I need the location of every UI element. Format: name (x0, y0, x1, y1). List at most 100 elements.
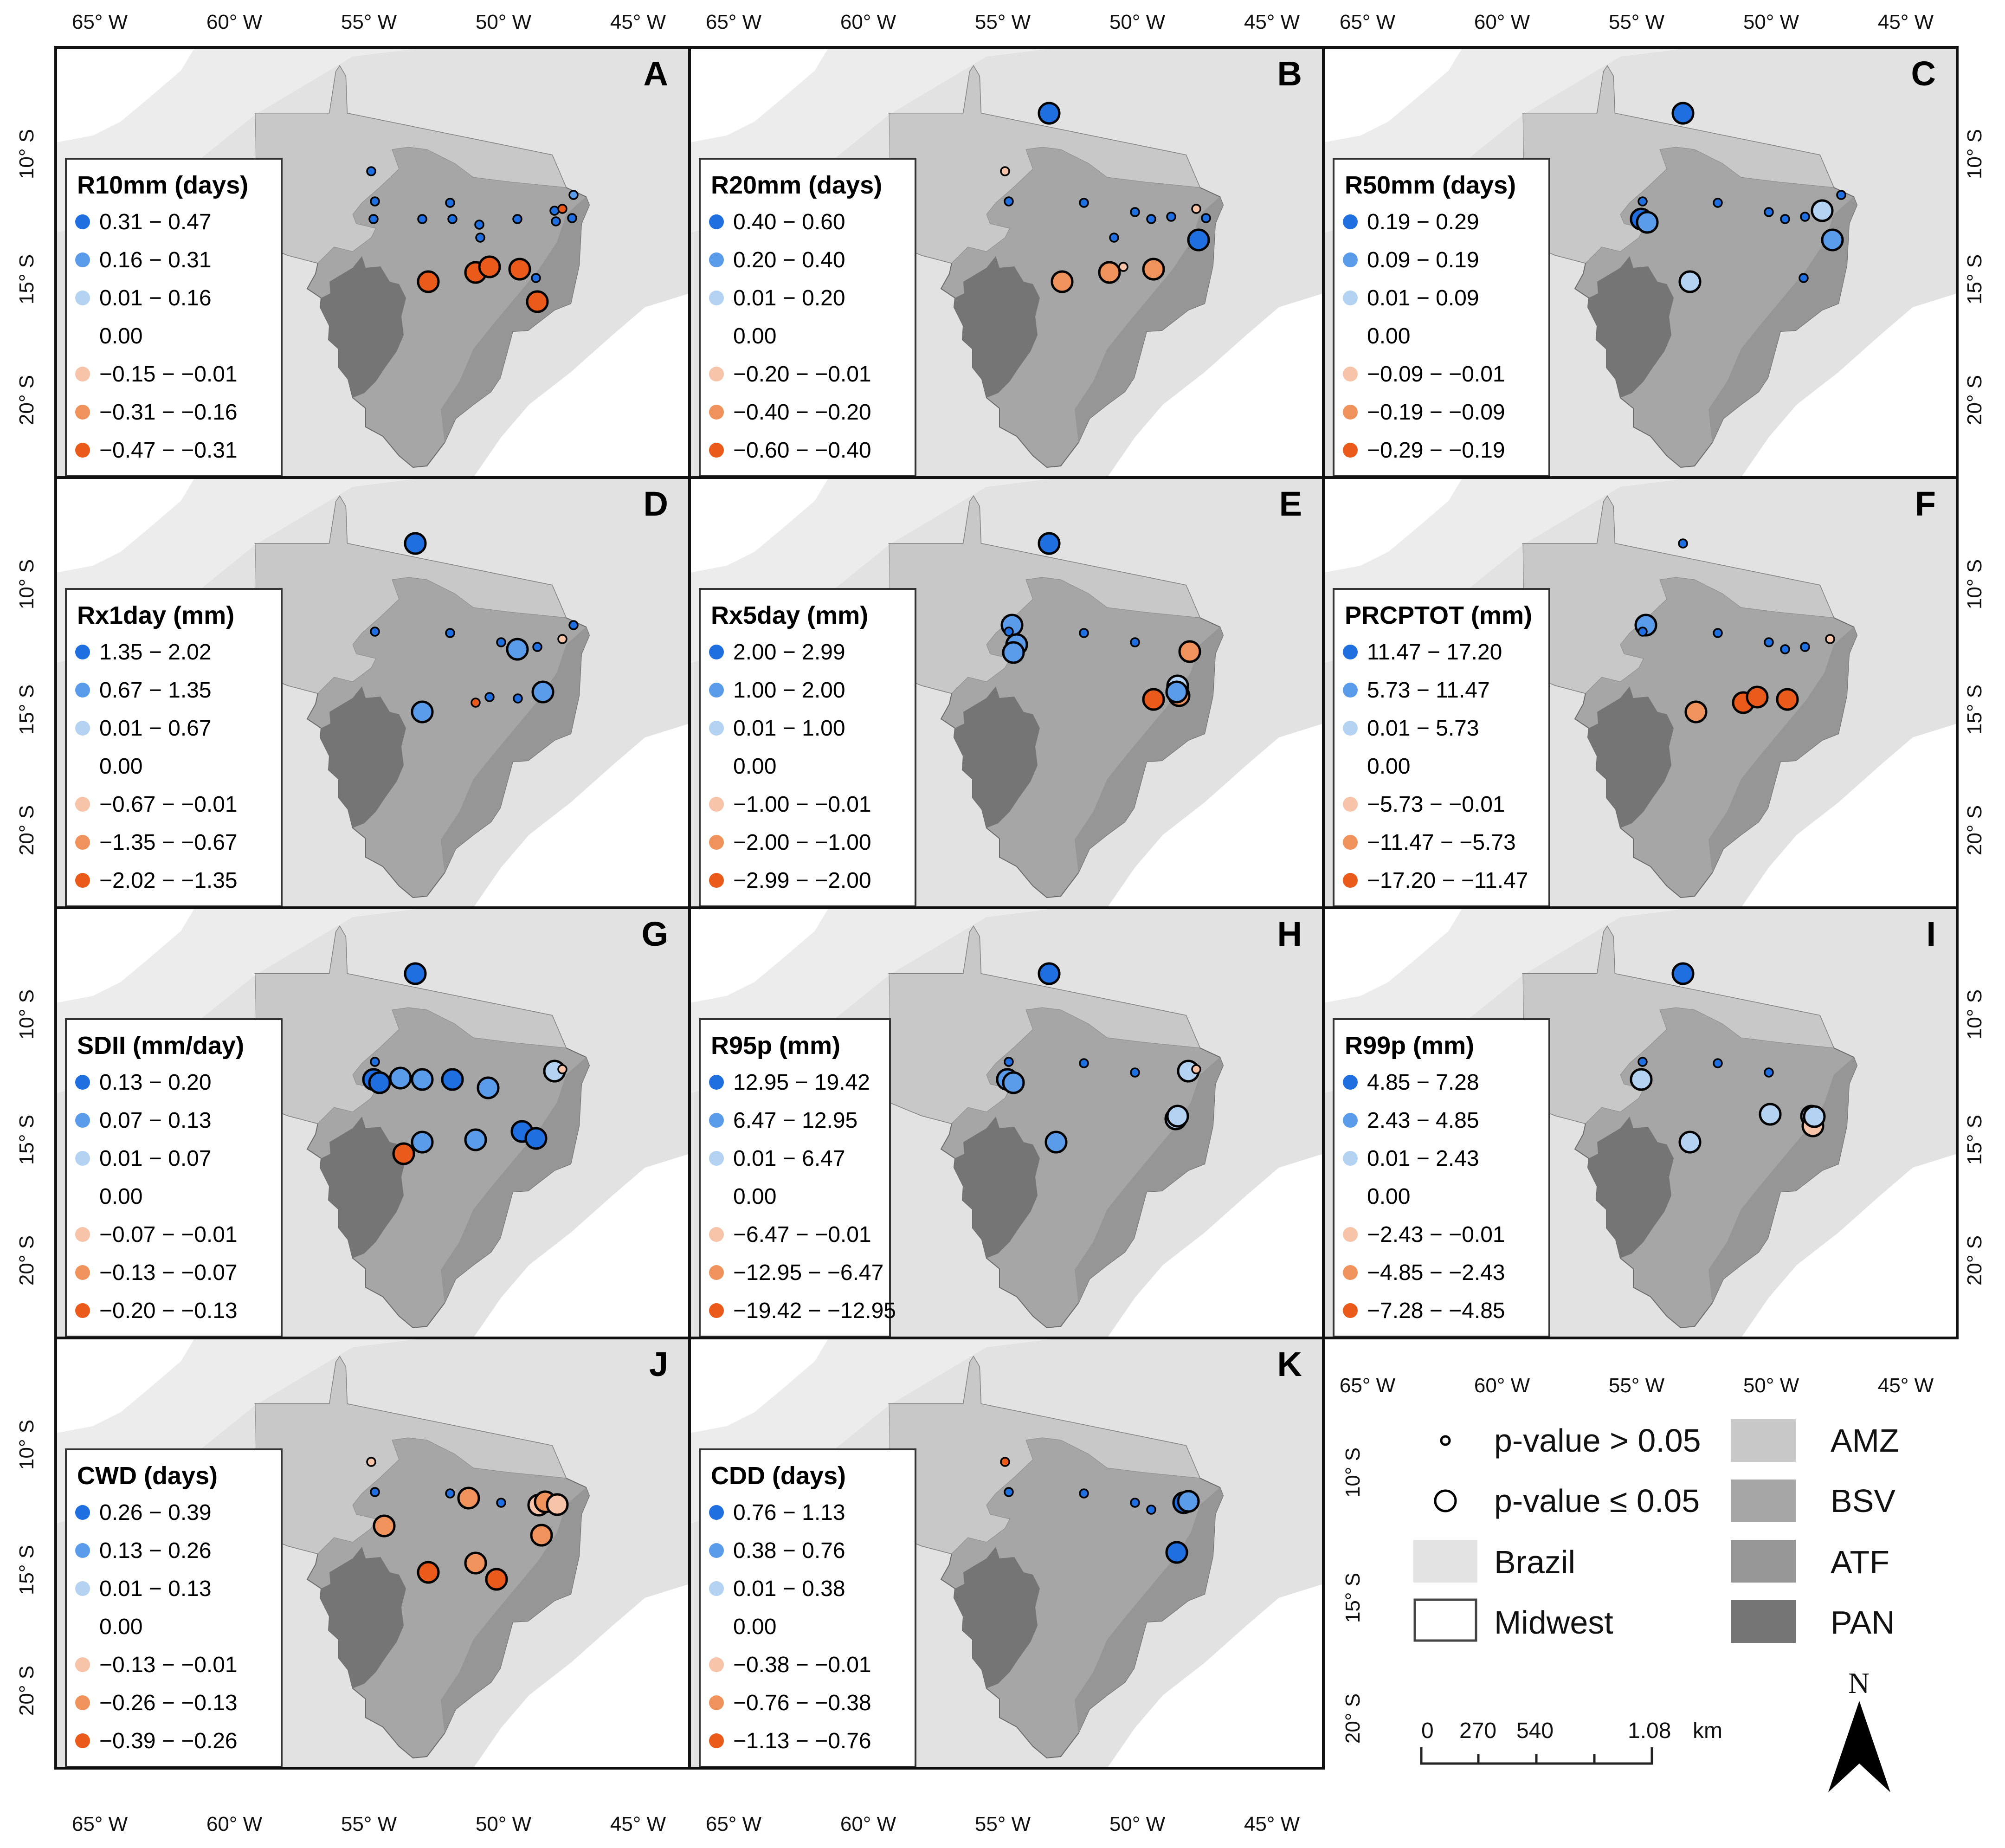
legend-item: −6.47 − −0.01 (733, 1222, 871, 1247)
station-marker (478, 255, 501, 278)
station-marker (1177, 1490, 1200, 1513)
station-marker (567, 213, 577, 223)
station-marker (1638, 627, 1648, 637)
amz-region (255, 1356, 567, 1554)
scale-tick-270: 270 (1459, 1719, 1496, 1743)
legend-item: 1.00 − 2.00 (733, 678, 845, 703)
lat-tick-label: 15° S (15, 1545, 38, 1595)
legend-swatch (75, 1227, 90, 1242)
legend-swatch (1343, 1113, 1358, 1128)
panel-letter-e: E (1279, 485, 1302, 523)
station-marker (1678, 1131, 1702, 1154)
legend-item: 2.00 − 2.99 (733, 640, 845, 665)
lon-tick-label: 50° W (1743, 1374, 1799, 1397)
lat-tick-label: 20° S (1963, 375, 1986, 425)
station-marker (1130, 637, 1140, 647)
legend-item: 6.47 − 12.95 (733, 1108, 857, 1133)
legend-item: 11.47 − 17.20 (1367, 640, 1502, 665)
legend-item: 0.67 − 1.35 (99, 678, 212, 703)
station-marker (464, 1128, 487, 1151)
lon-tick-label: 65° W (72, 1813, 128, 1835)
pan-region (1588, 1117, 1674, 1258)
class-legend-e: Rx5day (mm) 2.00 − 2.99 1.00 − 2.00 0.01 − … (699, 588, 916, 907)
legend-box (65, 588, 283, 907)
lon-tick-label: 65° W (1340, 11, 1396, 33)
legend-item: 0.31 − 0.47 (99, 210, 212, 234)
scale-tick-1.08: 1.08 (1628, 1719, 1671, 1743)
legend-swatch (709, 214, 724, 229)
legend-swatch (75, 1695, 90, 1710)
station-marker (1142, 258, 1165, 281)
ocean-area (1107, 1584, 1323, 1768)
ocean-area-north (690, 1338, 829, 1433)
station-marker (1000, 166, 1010, 176)
station-marker (1800, 642, 1810, 652)
station-marker (1780, 214, 1790, 224)
station-marker (474, 220, 484, 230)
legend-item: 0.00 (1367, 1184, 1410, 1209)
lon-tick-label: 45° W (1878, 1374, 1934, 1397)
legend-swatch (709, 405, 724, 420)
lon-tick-label: 45° W (610, 11, 666, 33)
station-marker (1098, 261, 1121, 284)
station-marker (557, 204, 567, 214)
lat-tick-label: 20° S (1963, 805, 1986, 855)
station-marker (1638, 1057, 1648, 1067)
ocean-area-north (690, 478, 829, 573)
legend-swatch (1343, 645, 1358, 659)
legend-item: −0.15 − −0.01 (99, 362, 238, 387)
station-marker (392, 1142, 415, 1165)
lat-tick-label: 10° S (1963, 559, 1986, 609)
station-marker (404, 962, 427, 985)
map-panel-b: B R20mm (days) 0.40 − 0.60 0.20 − 0.40 0.01 … (688, 46, 1325, 479)
lat-tick-label: 20° S (15, 1235, 38, 1286)
legend-swatch (75, 873, 90, 888)
legend-swatch (709, 835, 724, 850)
station-marker (1811, 199, 1834, 222)
legend-midwest: Midwest (1494, 1604, 1613, 1641)
legend-item: 4.85 − 7.28 (1367, 1070, 1479, 1095)
legend-swatch (75, 1657, 90, 1672)
station-marker (1038, 102, 1061, 125)
legend-swatch (1343, 721, 1358, 736)
ocean-area-north (56, 908, 195, 1003)
legend-item: 0.00 (99, 1615, 142, 1639)
legend-item: 0.01 − 0.20 (733, 286, 845, 310)
legend-swatch (1343, 367, 1358, 381)
class-legend-i: R99p (mm) 4.85 − 7.28 2.43 − 4.85 0.01 − 2.… (1333, 1018, 1550, 1338)
amz-region (889, 1356, 1200, 1554)
map-panel-e: E Rx5day (mm) 2.00 − 2.99 1.00 − 2.00 0.01 −… (688, 476, 1325, 909)
station-marker (1079, 628, 1089, 638)
legend-swatch (1343, 1265, 1358, 1280)
legend-item: 0.01 − 6.47 (733, 1146, 845, 1171)
panel-letter-a: A (644, 54, 668, 93)
station-marker (524, 1127, 548, 1150)
legend-item: −0.26 − −0.13 (99, 1691, 238, 1715)
ocean-area-north (1323, 478, 1463, 573)
legend-swatch (75, 1265, 90, 1280)
legend-item: −11.47 − −5.73 (1367, 830, 1516, 855)
legend-swatch (1343, 443, 1358, 458)
legend-item: 0.38 − 0.76 (733, 1538, 845, 1563)
legend-item: −7.28 − −4.85 (1367, 1299, 1505, 1323)
station-marker (1130, 1498, 1140, 1508)
lon-tick-label: 50° W (476, 11, 532, 33)
station-marker (549, 206, 560, 216)
station-marker (417, 214, 427, 224)
lat-tick-label: 10° S (15, 989, 38, 1040)
legend-title: SDII (mm/day) (77, 1032, 244, 1060)
legend-item: 0.13 − 0.26 (99, 1538, 212, 1563)
station-marker (1002, 641, 1025, 664)
station-marker (411, 1068, 434, 1091)
station-marker (1799, 273, 1809, 283)
station-marker (1636, 211, 1659, 234)
legend-swatch (75, 1113, 90, 1128)
legend-swatch (709, 1265, 724, 1280)
legend-bsv: BSV (1831, 1483, 1895, 1519)
panel-letter-d: D (644, 485, 668, 523)
legend-swatch (709, 1657, 724, 1672)
legend-item: 0.01 − 5.73 (1367, 716, 1479, 741)
map-panel-d: D Rx1day (mm) 1.35 − 2.02 0.67 − 1.35 0.01 −… (54, 476, 691, 909)
legend-item: 0.16 − 0.31 (99, 248, 212, 272)
legend-box (65, 158, 283, 477)
